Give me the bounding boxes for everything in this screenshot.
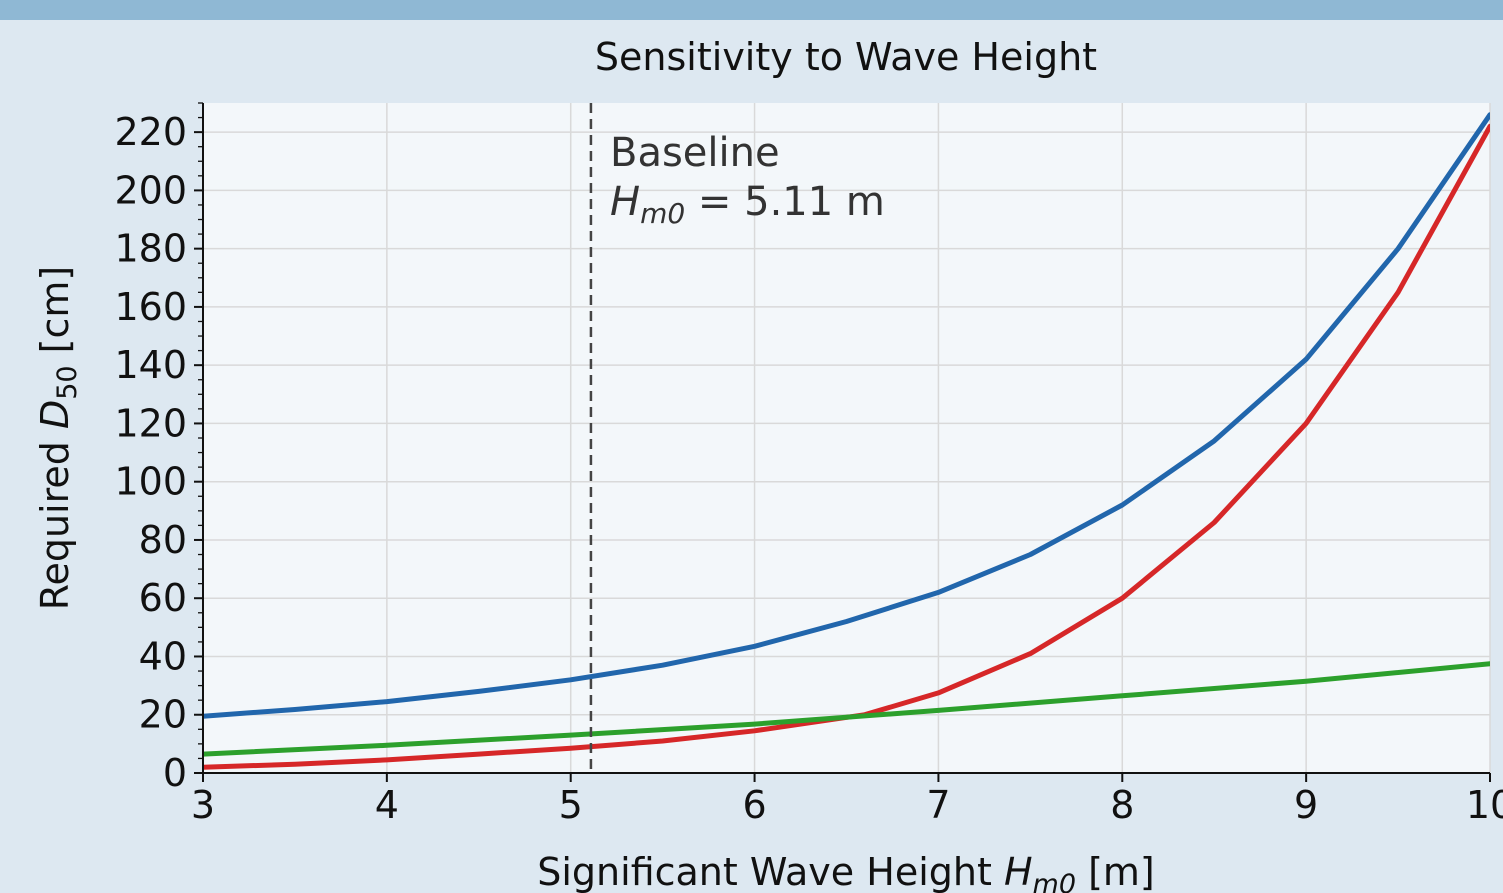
y-tick-label: 120 xyxy=(114,401,187,445)
series-line-3 xyxy=(203,661,1490,757)
x-tick-label: 5 xyxy=(559,783,583,827)
baseline-rest: = 5.11 m xyxy=(685,179,885,225)
y-axis-title-var: D xyxy=(33,400,77,429)
x-tick-label: 6 xyxy=(742,783,766,827)
baseline-var: H xyxy=(610,179,640,225)
x-tick-label: 9 xyxy=(1294,783,1318,827)
baseline-label: Baseline xyxy=(610,130,780,176)
series-lines xyxy=(203,112,1490,770)
chart-title: Sensitivity to Wave Height xyxy=(595,35,1097,79)
x-axis-title: Significant Wave Height Hm0 [m] xyxy=(537,850,1155,893)
baseline-value-label: Hm0 = 5.11 m xyxy=(610,179,885,230)
series-line-1 xyxy=(203,112,1490,719)
x-axis-title-text: Significant Wave Height xyxy=(537,850,1004,893)
y-axis-title: Required D50 [cm] xyxy=(33,266,83,610)
x-tick-label: 3 xyxy=(191,783,215,827)
y-tick-label: 80 xyxy=(139,518,187,562)
y-tick-label: 220 xyxy=(114,110,187,154)
top-bar xyxy=(0,0,1503,20)
y-tick-label: 140 xyxy=(114,343,187,387)
x-tick-label: 10 xyxy=(1466,783,1503,827)
y-axis-title-text: Required xyxy=(33,429,77,610)
y-tick-label: 60 xyxy=(139,576,187,620)
y-tick-label: 40 xyxy=(139,634,187,678)
x-axis-title-var: H xyxy=(1004,850,1033,893)
y-tick-label: 20 xyxy=(139,693,187,737)
plot-area xyxy=(203,103,1490,773)
y-axis-title-unit: [cm] xyxy=(33,266,77,366)
x-tick-label: 8 xyxy=(1110,783,1134,827)
y-tick-label: 0 xyxy=(163,751,187,795)
x-axis-title-unit: [m] xyxy=(1076,850,1155,893)
x-tick-label: 4 xyxy=(375,783,399,827)
y-tick-label: 200 xyxy=(114,168,187,212)
y-tick-label: 160 xyxy=(114,285,187,329)
x-axis-title-sub: m0 xyxy=(1033,869,1076,893)
y-tick-label: 100 xyxy=(114,460,187,504)
y-axis-title-sub: 50 xyxy=(52,365,83,399)
baseline-sub: m0 xyxy=(640,197,685,230)
y-tick-label: 180 xyxy=(114,227,187,271)
x-tick-label: 7 xyxy=(926,783,950,827)
